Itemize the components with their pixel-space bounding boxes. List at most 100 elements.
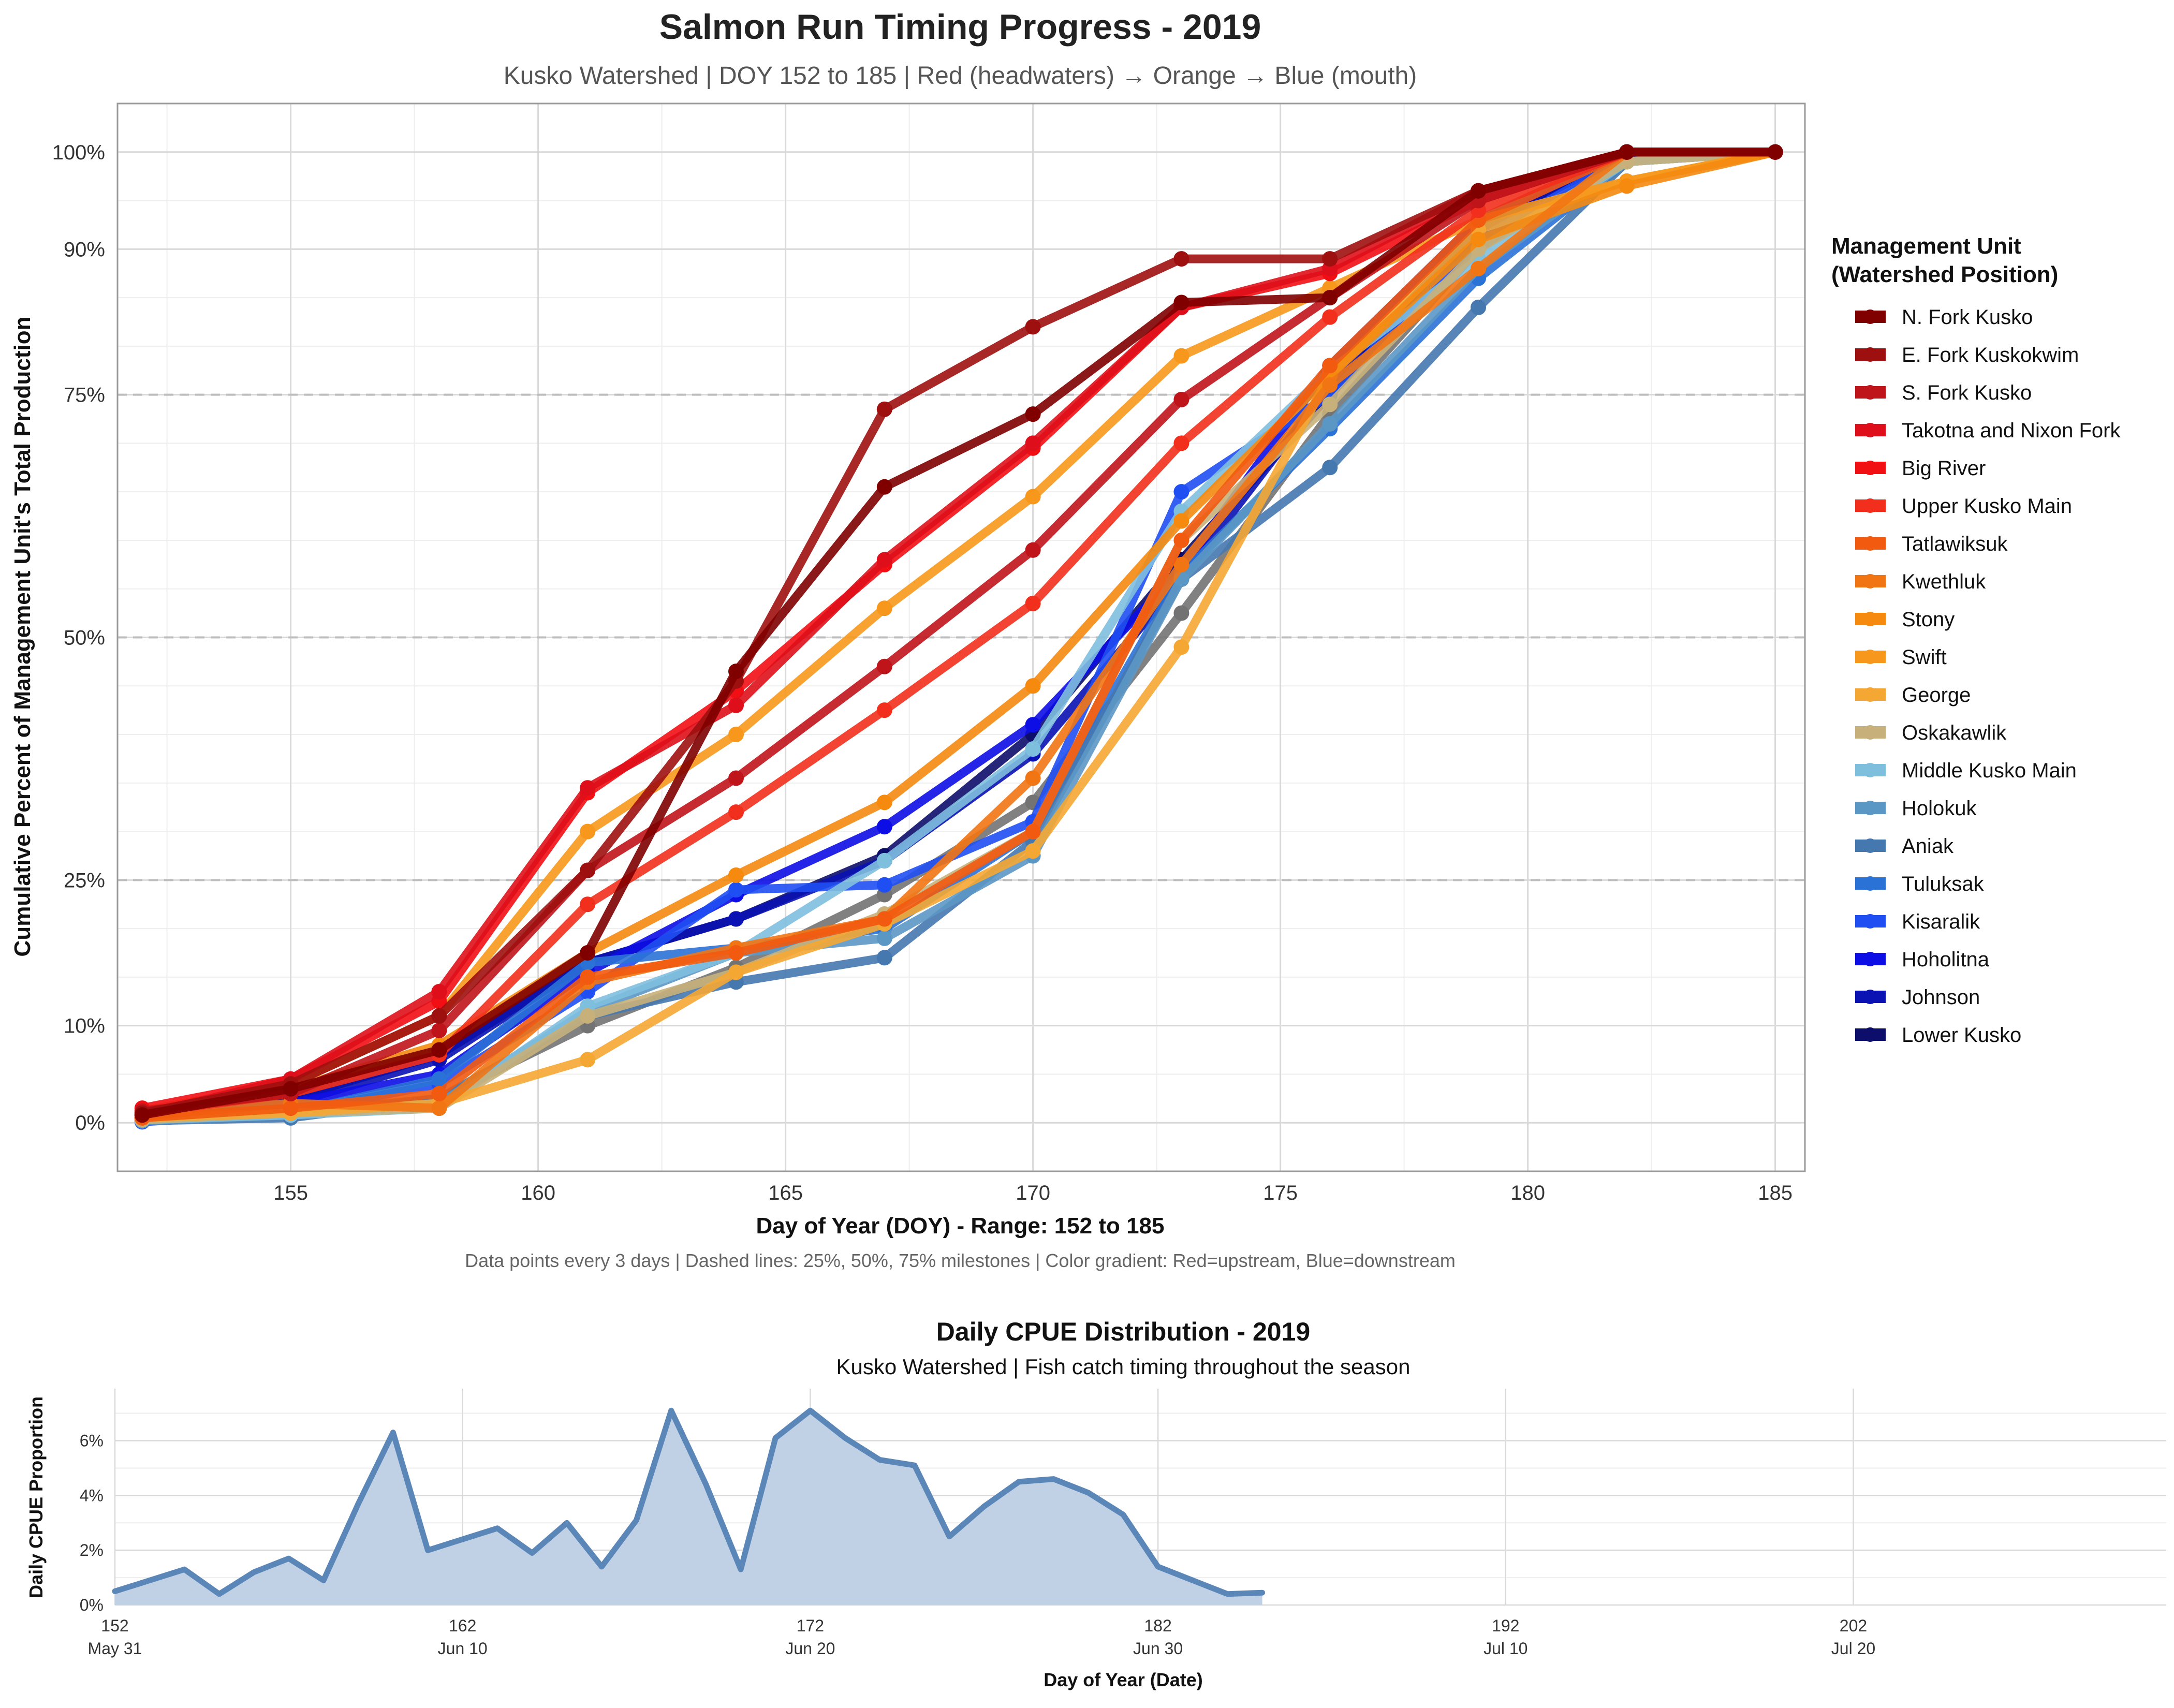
main-x-tick-label: 180 xyxy=(1510,1182,1545,1204)
legend-label: Middle Kusko Main xyxy=(1902,759,2077,782)
legend-swatch-point xyxy=(1863,801,1877,815)
data-point xyxy=(876,401,892,417)
cpue-plot-area xyxy=(112,1389,2166,1606)
data-point xyxy=(580,862,596,878)
cpue-series-group xyxy=(112,1407,1266,1605)
cpue-y-tick-label: 0% xyxy=(80,1596,104,1614)
data-point xyxy=(876,852,892,868)
cpue-x-tick-date: Jul 10 xyxy=(1483,1639,1527,1658)
data-point xyxy=(1025,717,1041,733)
legend-swatch-point xyxy=(1863,536,1877,551)
data-point xyxy=(876,702,892,718)
data-point xyxy=(1173,392,1189,408)
legend-item: Swift xyxy=(1855,646,1947,669)
data-point xyxy=(728,697,744,713)
data-point xyxy=(728,727,744,743)
legend-item: Lower Kusko xyxy=(1855,1024,2021,1047)
legend-swatch-point xyxy=(1863,650,1877,664)
data-point xyxy=(876,930,892,946)
cpue-x-tick-date: Jun 20 xyxy=(785,1639,835,1658)
legend-item: Stony xyxy=(1855,608,1955,631)
data-point xyxy=(1173,556,1189,572)
series-line xyxy=(138,148,1780,1123)
legend-label: Johnson xyxy=(1902,986,1980,1009)
data-point xyxy=(580,823,596,840)
legend-swatch-point xyxy=(1863,990,1877,1004)
legend-label: Lower Kusko xyxy=(1902,1024,2021,1047)
data-point xyxy=(728,770,744,786)
legend-swatch-point xyxy=(1863,1027,1877,1042)
legend-item: Johnson xyxy=(1855,986,1980,1009)
data-point xyxy=(431,1085,447,1101)
legend-swatch-point xyxy=(1863,498,1877,513)
legend-item: Upper Kusko Main xyxy=(1855,495,2072,518)
legend-label: Holokuk xyxy=(1902,797,1977,820)
legend-title-line1: Management Unit xyxy=(1831,233,2021,259)
main-y-tick-label: 50% xyxy=(64,627,105,650)
legend-label: Hoholitna xyxy=(1902,948,1990,971)
data-point xyxy=(431,984,447,1000)
legend-item: Kisaralik xyxy=(1855,910,1980,933)
main-x-axis-label: Day of Year (DOY) - Range: 152 to 185 xyxy=(756,1213,1164,1239)
data-point xyxy=(1471,183,1487,199)
data-point xyxy=(283,1081,299,1097)
data-point xyxy=(728,804,744,820)
series-n-fork-kusko xyxy=(134,144,1783,1123)
main-caption: Data points every 3 days | Dashed lines:… xyxy=(465,1250,1456,1271)
legend-swatch-point xyxy=(1863,347,1877,362)
legend-label: Aniak xyxy=(1902,835,1954,858)
data-point xyxy=(1471,231,1487,247)
main-plot-area xyxy=(116,102,1806,1172)
data-point xyxy=(1173,605,1189,621)
cpue-x-tick-labels: 152 May 31 162 Jun 10 172 Jun 20 182 Jun 30 192 J… xyxy=(88,1616,1876,1658)
legend-swatch-point xyxy=(1863,876,1877,891)
data-point xyxy=(1322,251,1338,267)
legend-swatch-point xyxy=(1863,385,1877,400)
cpue-x-tick-date: Jun 10 xyxy=(438,1639,488,1658)
data-point xyxy=(876,819,892,835)
main-x-tick-labels: 155 160 165 170 175 180 185 xyxy=(273,1182,1793,1204)
data-point xyxy=(1173,639,1189,655)
cpue-y-tick-label: 4% xyxy=(80,1486,104,1505)
main-x-tick-label: 165 xyxy=(768,1182,803,1204)
legend-label: Stony xyxy=(1902,608,1955,631)
legend-title-line2: (Watershed Position) xyxy=(1831,262,2058,287)
main-y-tick-label: 90% xyxy=(64,238,105,261)
legend-label: George xyxy=(1902,684,1971,706)
cpue-x-tick-date: Jun 30 xyxy=(1133,1639,1183,1658)
legend-item: Takotna and Nixon Fork xyxy=(1855,419,2121,442)
main-x-tick-label: 160 xyxy=(521,1182,555,1204)
legend-label: N. Fork Kusko xyxy=(1902,306,2033,329)
data-point xyxy=(580,945,596,961)
legend-swatch-point xyxy=(1863,612,1877,626)
data-point xyxy=(431,1071,447,1087)
data-point xyxy=(580,1052,596,1068)
legend-item: E. Fork Kuskokwim xyxy=(1855,344,2079,366)
cpue-x-tick-date: May 31 xyxy=(88,1639,142,1658)
legend-label: Swift xyxy=(1902,646,1947,669)
cpue-line xyxy=(112,1407,1266,1597)
legend-item: Aniak xyxy=(1855,835,1954,858)
main-x-tick-label: 155 xyxy=(273,1182,308,1204)
cpue-area-fill xyxy=(115,1410,1262,1605)
data-point xyxy=(728,882,744,898)
data-point xyxy=(580,1008,596,1024)
legend-label: Kwethluk xyxy=(1902,570,1986,593)
main-plot-frame xyxy=(116,102,1806,1172)
legend-item: Tatlawiksuk xyxy=(1855,533,2008,555)
legend-item: Holokuk xyxy=(1855,797,1977,820)
data-point xyxy=(1767,144,1783,160)
data-point xyxy=(728,664,744,680)
data-point xyxy=(1471,299,1487,315)
legend-item: N. Fork Kusko xyxy=(1855,306,2033,329)
data-point xyxy=(1173,295,1189,311)
main-y-tick-label: 75% xyxy=(64,384,105,407)
legend-label: E. Fork Kuskokwim xyxy=(1902,344,2079,366)
legend-label: Tatlawiksuk xyxy=(1902,533,2008,555)
cpue-x-tick-label: 152 xyxy=(101,1616,128,1635)
cpue-x-tick-label: 162 xyxy=(449,1616,476,1635)
data-point xyxy=(1173,484,1189,500)
data-point xyxy=(876,552,892,568)
cpue-y-tick-label: 6% xyxy=(80,1432,104,1450)
data-point xyxy=(1025,770,1041,786)
